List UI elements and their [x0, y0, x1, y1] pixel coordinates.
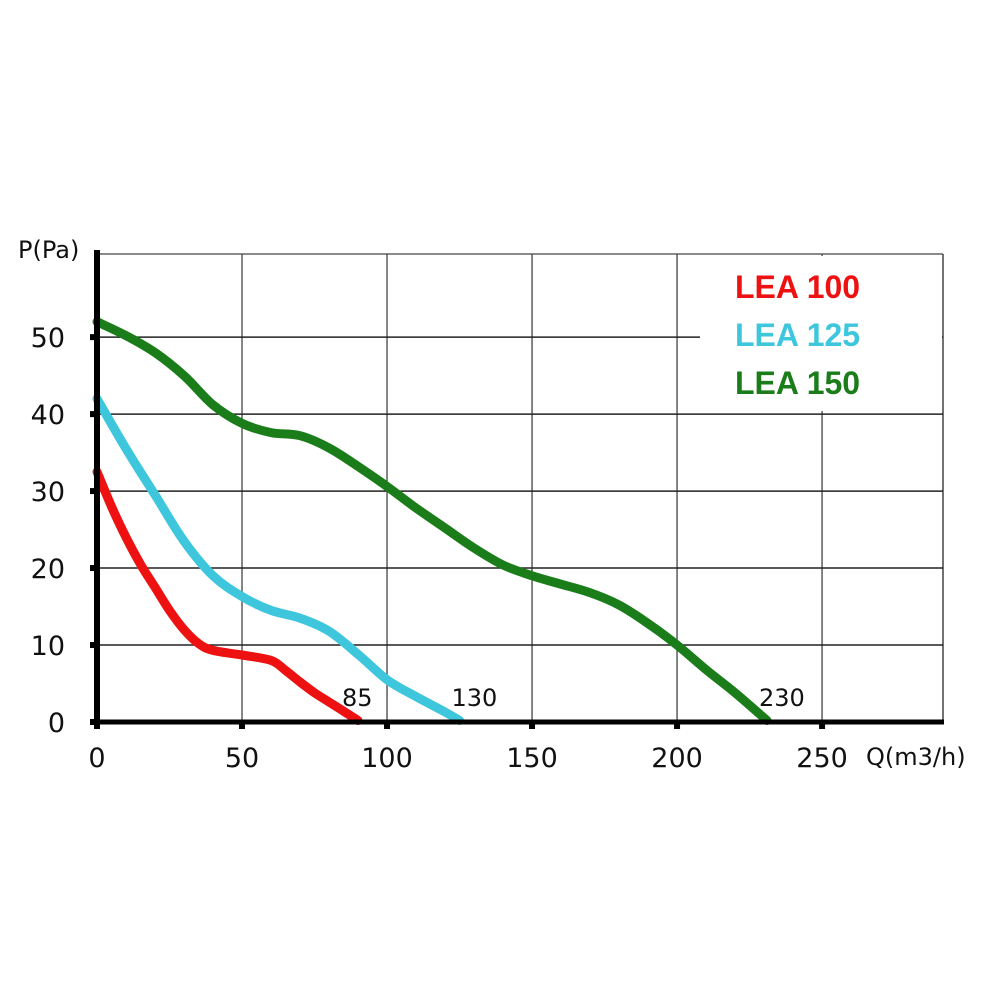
legend-entry-lea-150: LEA 150: [735, 365, 860, 401]
y-axis-title: P(Pa): [18, 236, 79, 264]
x-tick-label: 100: [361, 743, 413, 774]
grid: [97, 253, 944, 722]
legend: LEA 100 LEA 125 LEA 150: [700, 256, 942, 411]
series-line-lea-125: [92, 394, 464, 725]
tick-labels: 0 50 100 150 200 250 0 10 20 30 40 50: [31, 323, 848, 774]
axes: [90, 250, 944, 729]
y-tick-label: 20: [31, 554, 65, 585]
x-tick-label: 200: [651, 743, 703, 774]
y-tick-label: 0: [48, 708, 65, 739]
x-tick-label: 150: [506, 743, 558, 774]
y-tick-label: 40: [31, 400, 65, 431]
end-label-lea-125: 130: [452, 684, 498, 712]
series-line-lea-100: [92, 467, 363, 725]
x-tick-label: 250: [796, 743, 848, 774]
legend-box: [700, 256, 942, 411]
end-label-lea-100: 85: [342, 684, 373, 712]
x-axis-title: Q(m3/h): [866, 743, 966, 771]
y-tick-label: 50: [31, 323, 65, 354]
x-tick-label: 0: [88, 743, 105, 774]
y-tick-label: 10: [31, 631, 65, 662]
x-tick-label: 50: [225, 743, 259, 774]
y-tick-label: 30: [31, 477, 65, 508]
series-line-lea-150: [92, 317, 772, 725]
end-label-lea-150: 230: [759, 684, 805, 712]
series-layer: 85 130 230: [92, 317, 805, 725]
legend-entry-lea-125: LEA 125: [735, 317, 860, 353]
legend-entry-lea-100: LEA 100: [735, 269, 860, 305]
